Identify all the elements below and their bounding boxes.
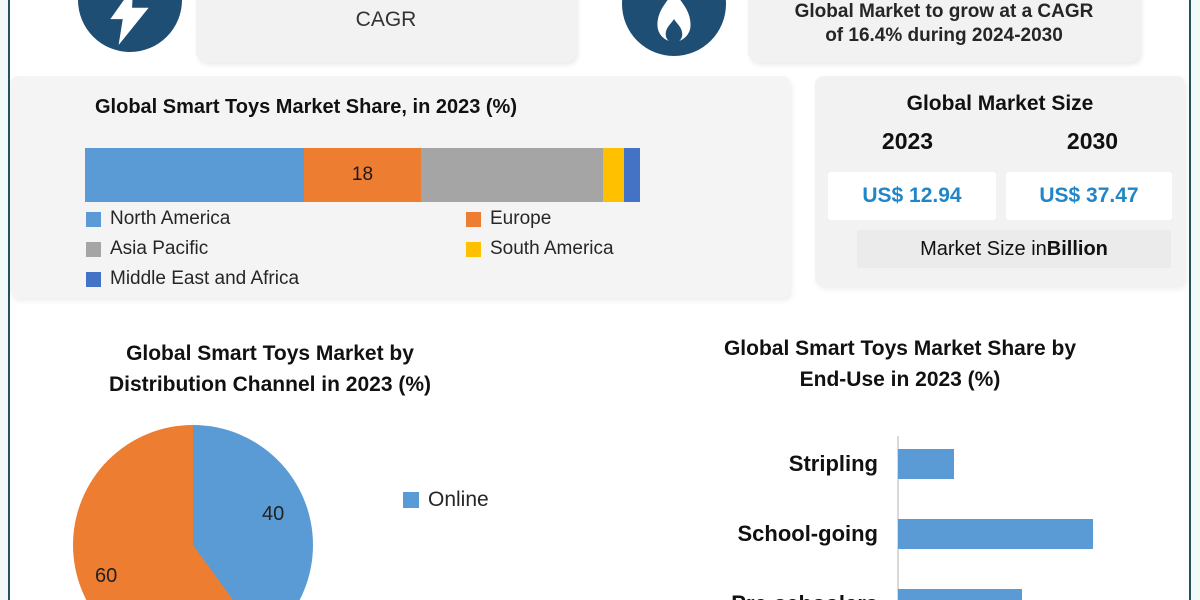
region-bar-segment-label: 18: [351, 164, 374, 185]
growth-card: Global Market to grow at a CAGR of 16.4%…: [748, 0, 1140, 62]
region-legend-label: Europe: [490, 208, 552, 229]
end-use-category-label: Pre-schoolers: [620, 591, 898, 600]
caption-bold: Billion: [1046, 237, 1108, 260]
region-legend-item: North America: [86, 204, 466, 234]
end-use-bar: [898, 589, 1022, 600]
market-size-caption: Market Size in Billion: [857, 230, 1171, 268]
growth-text: Global Market to grow at a CAGR of 16.4%…: [748, 0, 1140, 48]
end-use-bar-rows: Stripling School-going Pre-schoolers: [620, 448, 1180, 600]
end-use-category-label: School-going: [737, 521, 878, 546]
region-legend-label: Middle East and Africa: [110, 268, 300, 289]
cagr-label: CAGR: [355, 8, 417, 31]
region-share-legend: North America Europe Asia Pacific South Ame…: [86, 204, 614, 294]
region-legend-item: Europe: [466, 204, 614, 234]
legend-label-online: Online: [428, 488, 489, 511]
end-use-row: Pre-schoolers: [620, 588, 1180, 600]
year-2023: 2023: [881, 128, 934, 154]
market-size-panel: Global Market Size 2023 2030 US$ 12.94 U…: [815, 76, 1185, 286]
growth-text-line1: Global Market to grow at a CAGR: [794, 1, 1094, 22]
region-legend-item: Asia Pacific: [86, 234, 466, 264]
region-legend-swatch: [86, 211, 101, 227]
region-bar-segment: 18: [303, 148, 422, 202]
end-use-bar: [898, 449, 955, 479]
end-use-chart-title: Global Smart Toys Market Share by End-Us…: [660, 333, 1140, 395]
end-use-axis-line: [897, 436, 899, 600]
region-legend-swatch: [466, 241, 481, 257]
region-legend-label: South America: [490, 238, 614, 259]
flame-glyph: [657, 0, 691, 43]
market-share-panel: Global Smart Toys Market Share, in 2023 …: [10, 76, 790, 298]
region-legend-swatch: [466, 211, 481, 227]
end-use-title-line2: End-Use in 2023 (%): [799, 368, 1001, 391]
region-bar-segment: [623, 148, 640, 202]
region-legend-item: South America: [466, 234, 614, 264]
market-size-value-2023: US$ 12.94: [828, 172, 996, 220]
end-use-category-label: Stripling: [788, 451, 878, 476]
caption-regular: Market Size in: [920, 237, 1047, 260]
end-use-bar: [898, 519, 1093, 549]
region-legend-swatch: [86, 241, 101, 257]
region-share-stacked-bar: 18: [85, 148, 640, 202]
region-legend-label: North America: [110, 208, 231, 229]
region-bar-segment: [602, 148, 624, 202]
region-legend-item: Middle East and Africa: [86, 264, 466, 294]
market-size-title: Global Market Size: [906, 92, 1094, 115]
pie-label-offline: 60: [95, 565, 118, 587]
distribution-title-line1: Global Smart Toys Market by: [126, 342, 414, 365]
end-use-row: Stripling: [620, 448, 1180, 480]
market-size-years: 2023 2030: [815, 128, 1185, 155]
cagr-card: CAGR: [196, 0, 576, 62]
growth-text-line2: of 16.4% during 2024-2030: [825, 25, 1063, 46]
distribution-title-line2: Distribution Channel in 2023 (%): [108, 373, 432, 396]
distribution-chart-title: Global Smart Toys Market by Distribution…: [60, 338, 480, 400]
region-legend-label: Asia Pacific: [110, 238, 209, 259]
end-use-title-line1: Global Smart Toys Market Share by: [723, 337, 1077, 360]
pie-legend-item-online: Online: [403, 488, 489, 512]
market-share-title: Global Smart Toys Market Share, in 2023 …: [95, 96, 517, 118]
lightning-glyph: [110, 0, 149, 45]
region-bar-segment: [85, 148, 304, 202]
region-legend-swatch: [86, 271, 101, 287]
year-2030: 2030: [1066, 128, 1119, 154]
end-use-row: School-going: [620, 518, 1180, 550]
market-size-value-2030: US$ 37.47: [1006, 172, 1172, 220]
region-bar-segment: [421, 148, 603, 202]
pie-label-online: 40: [262, 503, 285, 525]
legend-swatch-online: [403, 492, 419, 508]
